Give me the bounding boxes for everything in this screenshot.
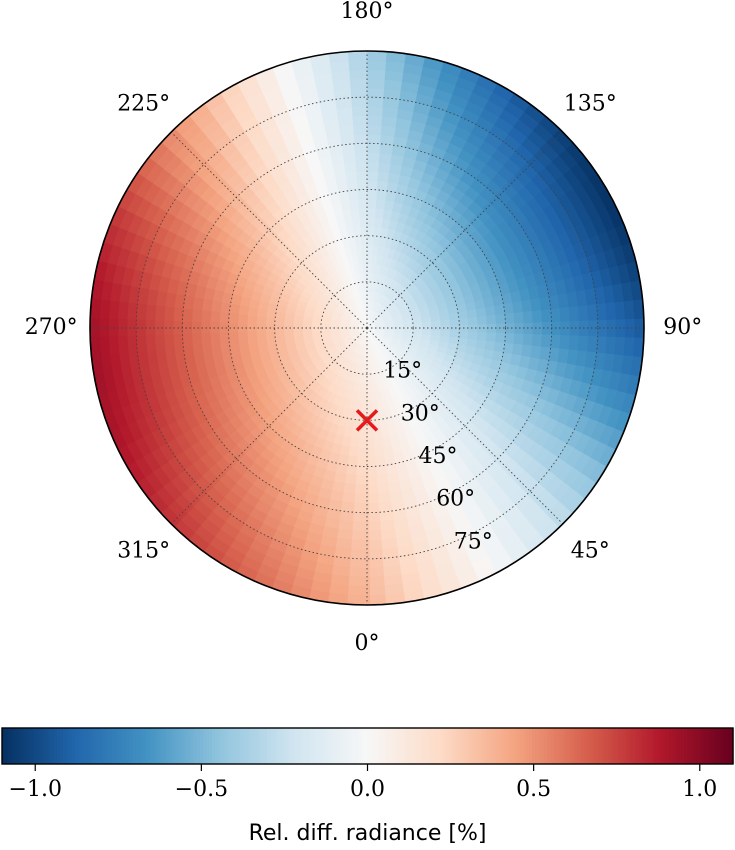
colorbar-tick-label: 0.5 — [516, 777, 551, 802]
azimuth-tick-label: 135° — [564, 92, 617, 117]
colorbar-tick-label: −1.0 — [9, 777, 62, 802]
colorbar-tick-label: 0.0 — [350, 777, 385, 802]
azimuth-tick-label: 180° — [341, 0, 394, 24]
azimuth-tick-label: 45° — [571, 538, 610, 563]
azimuth-tick-label: 90° — [663, 315, 702, 340]
zenith-tick-label: 15° — [383, 359, 422, 384]
colorbar-tick-label: 1.0 — [682, 777, 717, 802]
zenith-tick-label: 60° — [436, 487, 475, 512]
azimuth-tick-label: 270° — [25, 315, 78, 340]
zenith-tick-label: 30° — [401, 401, 440, 426]
zenith-tick-label: 75° — [454, 529, 493, 554]
heatmap-cells — [90, 51, 644, 605]
azimuth-tick-label: 315° — [117, 538, 170, 563]
azimuth-tick-label: 0° — [355, 631, 380, 656]
colorbar-tick-label: −0.5 — [175, 777, 228, 802]
colorbar: −1.0 −0.5 0.0 0.5 1.0 Rel. diff. radiance [%] — [1, 727, 734, 846]
colorbar-label: Rel. diff. radiance [%] — [249, 821, 487, 846]
zenith-tick-label: 45° — [419, 444, 458, 469]
azimuth-tick-label: 225° — [117, 92, 170, 117]
